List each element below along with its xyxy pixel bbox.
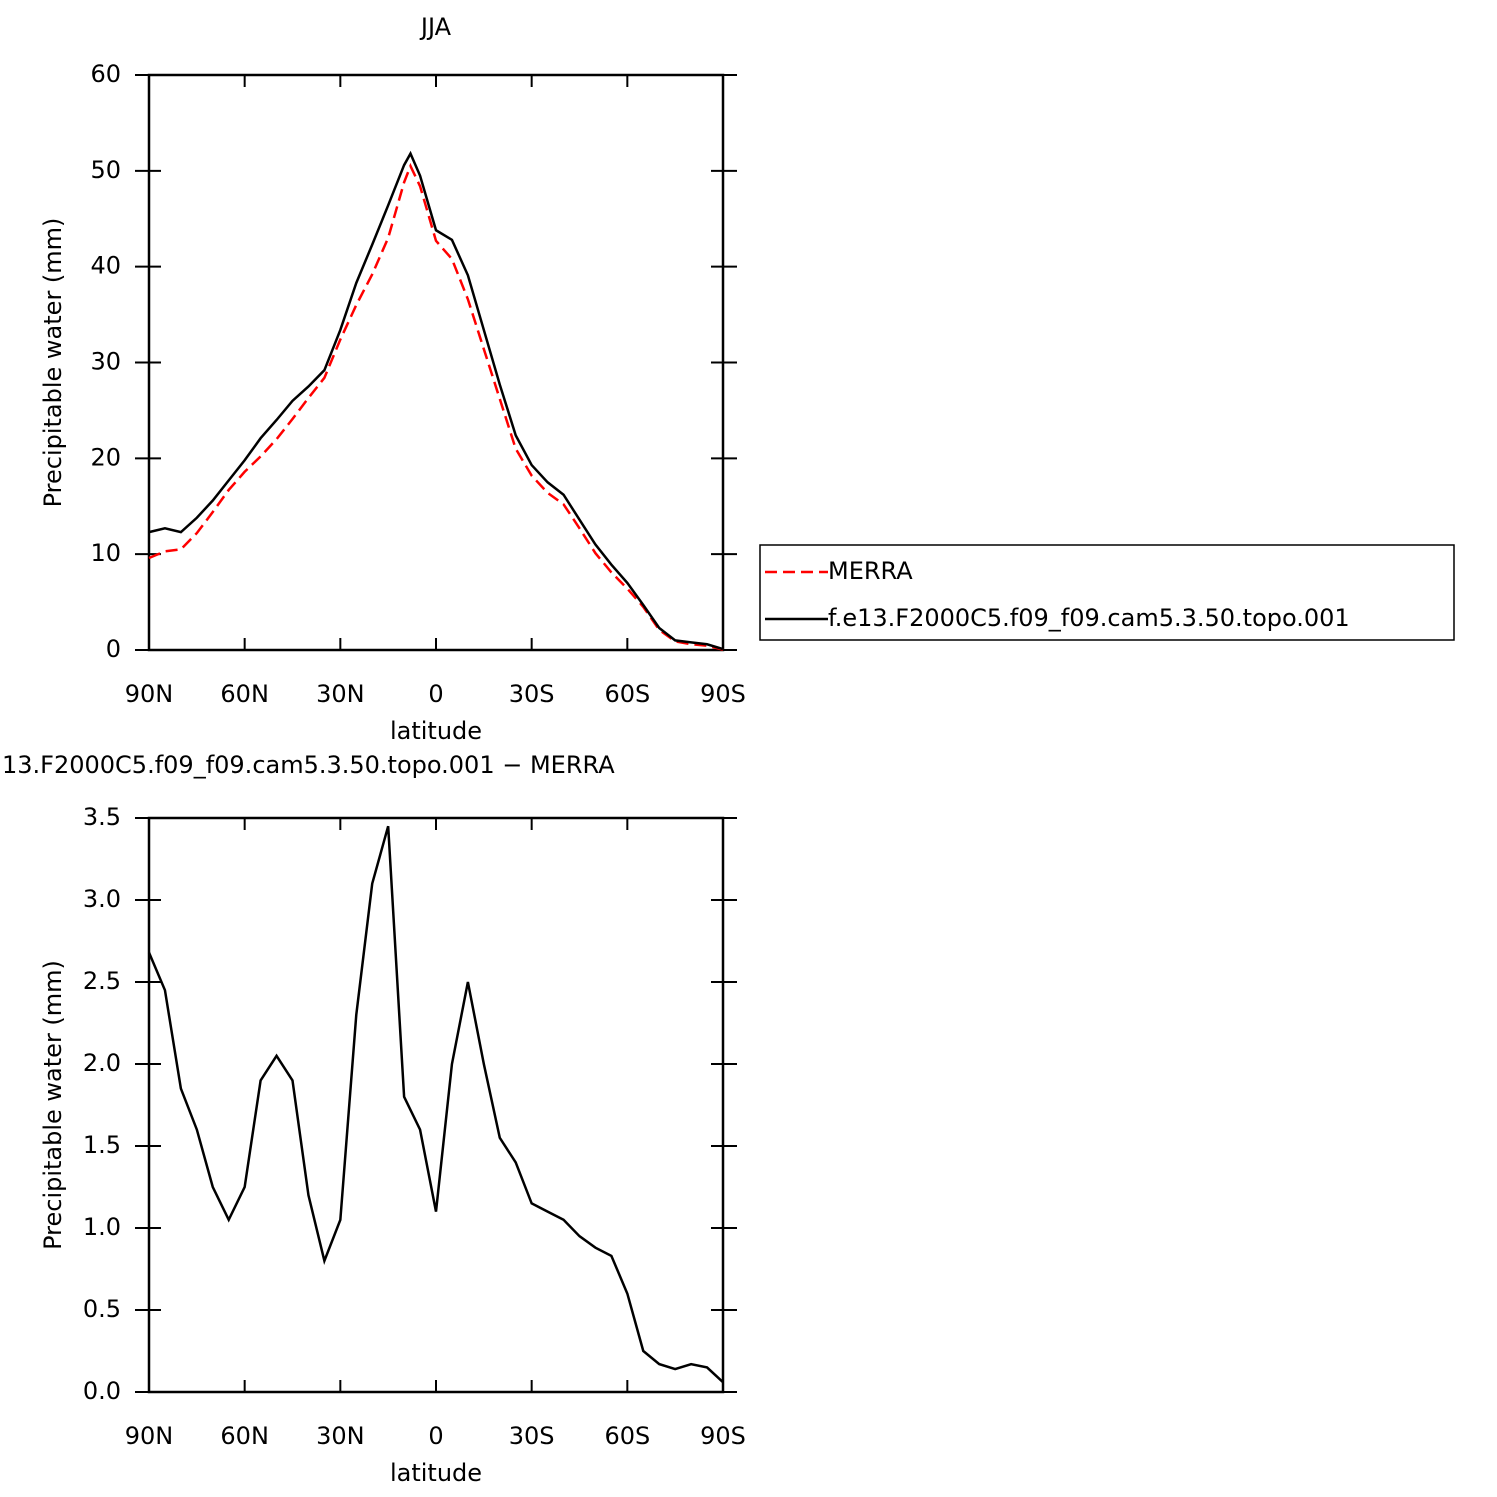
y-axis-label: Precipitable water (mm) — [39, 218, 67, 508]
y-tick-label: 2.5 — [83, 967, 121, 995]
y-tick-label: 3.5 — [83, 803, 121, 831]
x-tick-label: 60N — [220, 1422, 269, 1450]
x-axis-label: latitude — [390, 717, 482, 745]
x-tick-label: 90N — [125, 1422, 174, 1450]
x-tick-label: 0 — [428, 680, 443, 708]
plot-frame — [147, 73, 725, 652]
x-axis-label: latitude — [390, 1459, 482, 1487]
legend-label: MERRA — [828, 557, 913, 585]
x-tick-label: 90S — [700, 1422, 746, 1450]
y-tick-label: 3.0 — [83, 885, 121, 913]
chart-title: 13.F2000C5.f09_f09.cam5.3.50.topo.001 − … — [2, 751, 615, 779]
y-tick-label: 30 — [90, 348, 121, 376]
y-tick-label: 20 — [90, 443, 121, 471]
x-tick-label: 30N — [316, 680, 365, 708]
y-tick-label: 2.0 — [83, 1049, 121, 1077]
x-tick-label: 30N — [316, 1422, 365, 1450]
y-tick-label: 0.5 — [83, 1295, 121, 1323]
x-tick-label: 30S — [509, 680, 555, 708]
data-line — [147, 825, 724, 1384]
x-tick-label: 60S — [604, 680, 650, 708]
plot-frame — [147, 816, 725, 1394]
y-tick-label: 1.5 — [83, 1131, 121, 1159]
y-tick-label: 10 — [90, 539, 121, 567]
y-tick-label: 50 — [90, 156, 121, 184]
data-line — [148, 162, 724, 651]
x-tick-label: 30S — [509, 1422, 555, 1450]
y-tick-label: 40 — [90, 252, 121, 280]
y-tick-label: 0.0 — [83, 1377, 121, 1405]
legend-label: f.e13.F2000C5.f09_f09.cam5.3.50.topo.001 — [828, 604, 1350, 632]
data-line — [148, 150, 724, 651]
x-tick-label: 90N — [125, 680, 174, 708]
legend-box — [759, 544, 1455, 641]
x-tick-label: 0 — [428, 1422, 443, 1450]
y-tick-label: 0 — [106, 635, 121, 663]
x-tick-label: 60S — [604, 1422, 650, 1450]
chart-title: JJA — [419, 13, 452, 41]
y-tick-label: 1.0 — [83, 1213, 121, 1241]
x-tick-label: 90S — [700, 680, 746, 708]
y-tick-label: 60 — [90, 60, 121, 88]
y-axis-label: Precipitable water (mm) — [39, 960, 67, 1250]
x-tick-label: 60N — [220, 680, 269, 708]
